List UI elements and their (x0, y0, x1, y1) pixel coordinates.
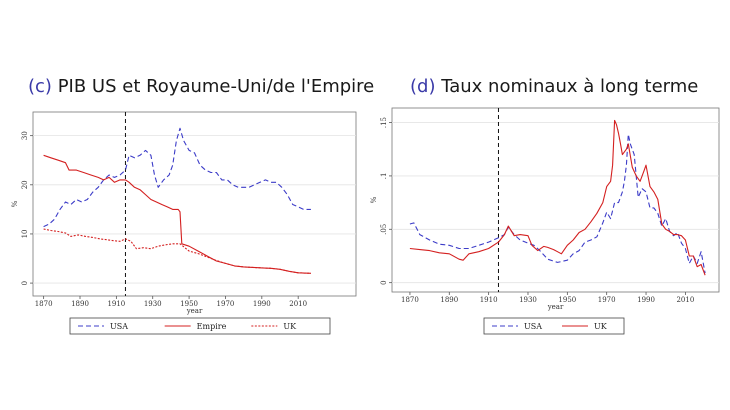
x-tick-label: 2010 (676, 296, 694, 304)
legend-label-uk: UK (283, 322, 297, 331)
series-line-uk (409, 119, 706, 276)
y-tick-label: .1 (380, 173, 388, 180)
y-tick-label: 10 (21, 229, 29, 238)
chart-1: 0 .05 .1 .15 1870 1890 1910 1930 1950 1970 1990 201… (370, 107, 720, 335)
series-line-usa (43, 127, 311, 228)
panel-letter-c: (c) (28, 76, 52, 97)
x-axis-label: year (547, 303, 564, 311)
panel-title-c: (c) PIB US et Royaume-Uni/de l'Empire (28, 76, 374, 97)
chart-0: 0 10 20 30 1870 1890 1910 1930 1950 1970 1990 2010 y… (11, 111, 357, 335)
panel-title-c-text: PIB US et Royaume-Uni/de l'Empire (57, 76, 375, 97)
legend-frame (483, 317, 625, 335)
x-tick-label: 1950 (180, 300, 198, 308)
legend: USA UK (483, 317, 625, 335)
series-line-uk (43, 228, 311, 274)
y-tick-label: 20 (21, 180, 29, 189)
x-tick-label: 1910 (480, 296, 498, 304)
y-tick-label: .05 (380, 224, 388, 235)
x-tick-label: 1910 (107, 300, 125, 308)
x-tick-label: 1950 (558, 296, 576, 304)
legend-label-usa: USA (524, 322, 542, 331)
x-tick-label: 1990 (253, 300, 271, 308)
plot-frame (32, 111, 357, 297)
x-tick-label: 2010 (289, 300, 307, 308)
x-tick-label: 1970 (598, 296, 616, 304)
panel-title-d: (d) Taux nominaux à long terme (410, 76, 698, 97)
x-tick-label: 1890 (71, 300, 89, 308)
plot-frame (391, 107, 720, 293)
x-tick-label: 1870 (35, 300, 53, 308)
legend: USA Empire UK (69, 317, 331, 335)
y-tick-label: 30 (21, 131, 29, 140)
x-axis-label: year (186, 307, 203, 315)
x-tick-label: 1870 (401, 296, 419, 304)
y-axis-label: % (370, 196, 378, 203)
x-tick-label: 1970 (217, 300, 235, 308)
legend-frame (69, 317, 331, 335)
y-tick-label: .15 (380, 117, 388, 128)
legend-label-usa: USA (110, 322, 128, 331)
x-tick-label: 1990 (637, 296, 655, 304)
y-tick-label: 0 (21, 281, 29, 285)
x-tick-label: 1930 (519, 296, 537, 304)
x-tick-label: 1890 (440, 296, 458, 304)
legend-label-empire: Empire (197, 322, 227, 331)
legend-label-uk: UK (594, 322, 608, 331)
panel-title-d-text: Taux nominaux à long terme (441, 76, 699, 97)
y-axis-label: % (11, 200, 19, 207)
y-tick-label: 0 (380, 280, 388, 284)
panel-letter-d: (d) (410, 76, 436, 97)
x-tick-label: 1930 (144, 300, 162, 308)
